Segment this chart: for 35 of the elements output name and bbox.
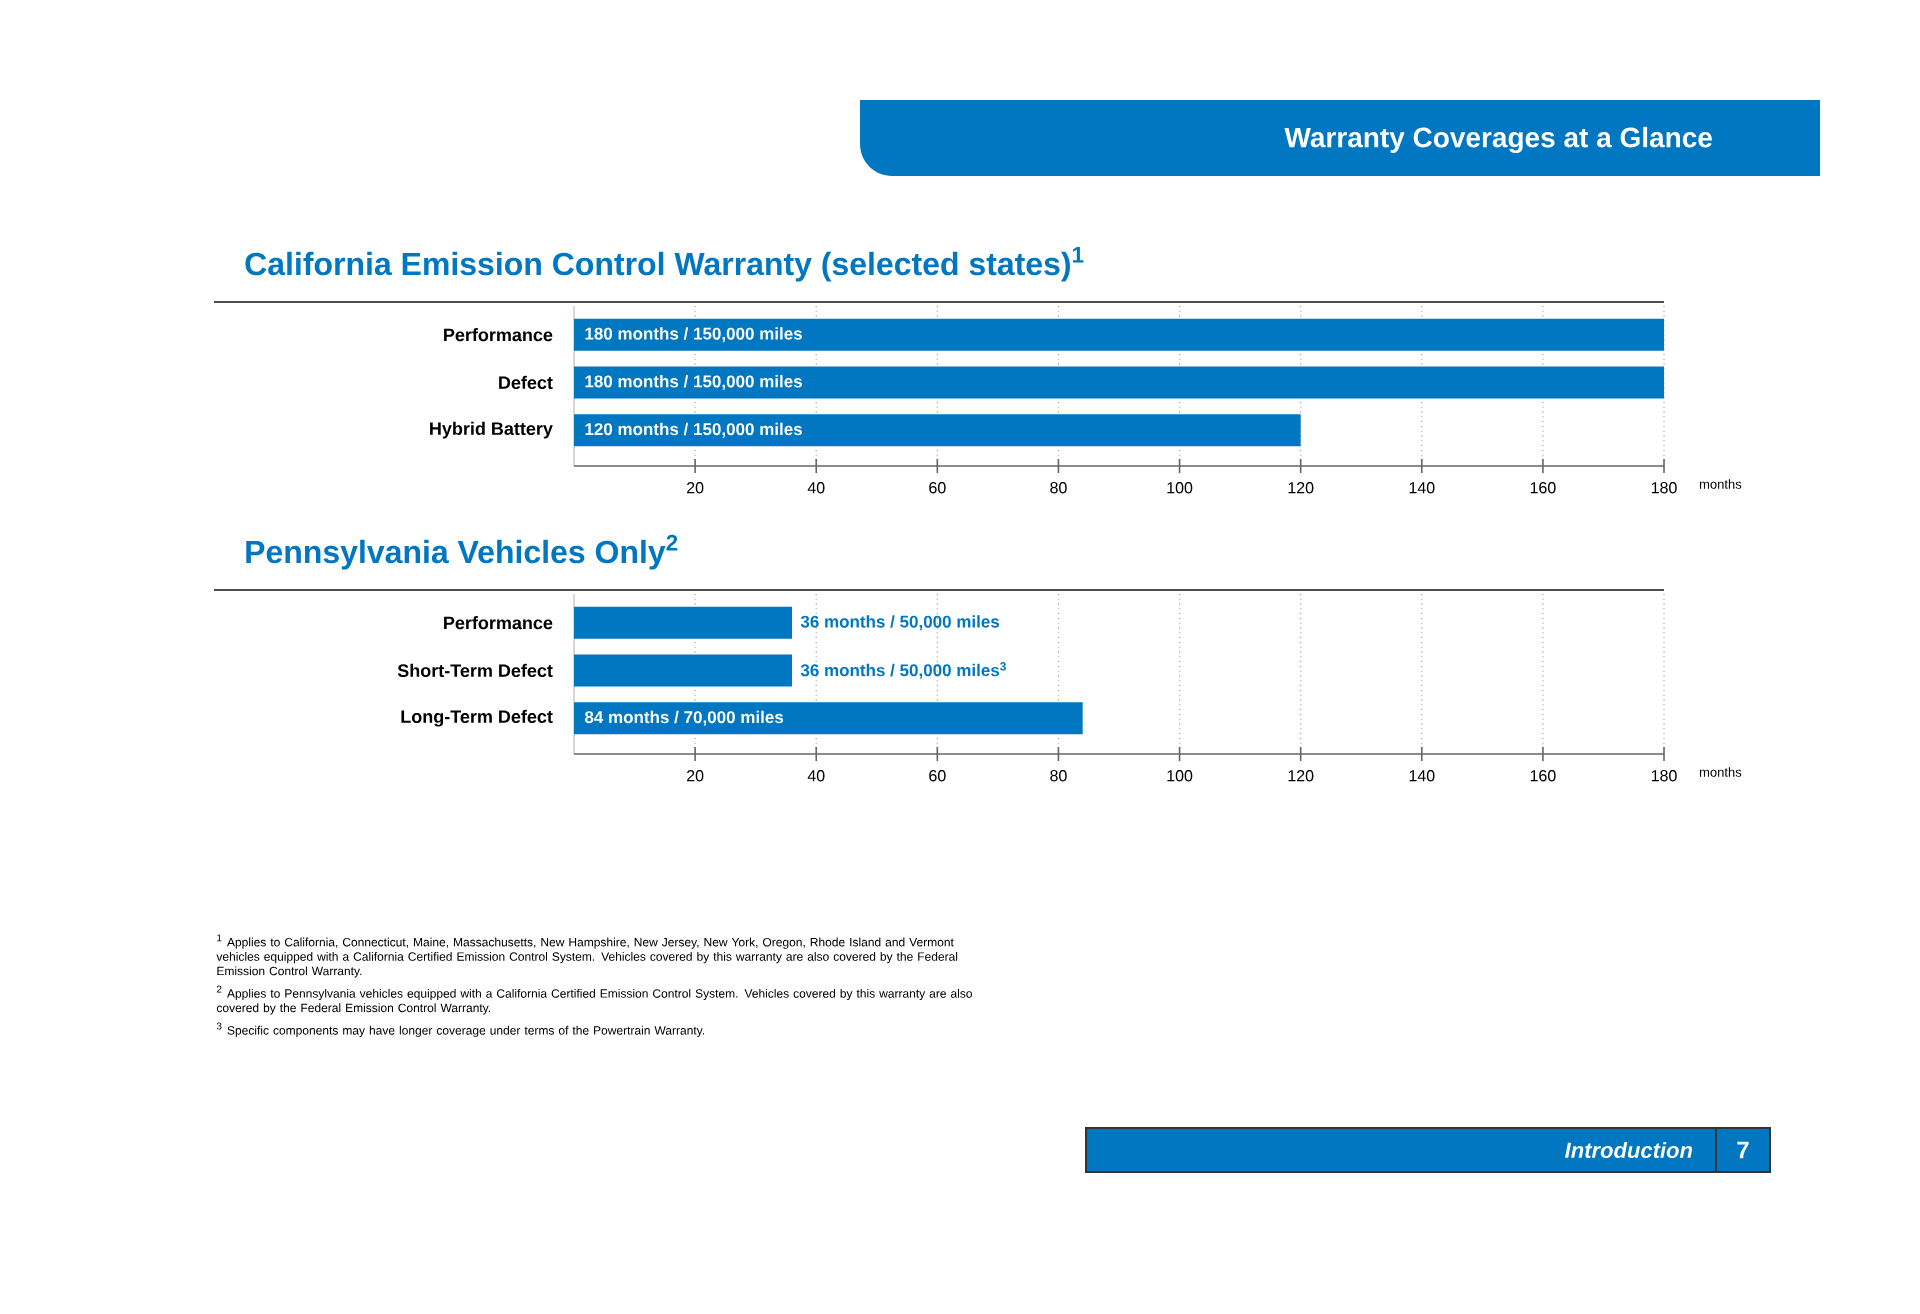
text: Introduction	[1565, 1141, 1693, 1159]
text: 7	[1737, 1141, 1749, 1159]
x-tick-label: 140	[1409, 770, 1435, 782]
x-tick-label: 20	[687, 482, 704, 494]
chart-title: California Emission Control Warranty (selected states)$^{1}$	[245, 247, 1084, 282]
x-tick-label: 40	[807, 770, 825, 782]
x-tick-label: 180	[1651, 482, 1677, 494]
x-tick-label: 140	[1409, 482, 1435, 494]
text: Warranty Coverages at a Glance	[1284, 126, 1712, 154]
y-tick-label: Performance	[444, 328, 553, 342]
x-tick-label: 40	[807, 482, 825, 494]
y-tick-label: Hybrid Battery	[430, 421, 553, 439]
x-tick-label: 80	[1050, 770, 1067, 782]
x-tick-label: 120	[1288, 770, 1314, 782]
x-tick-label: 160	[1530, 770, 1556, 782]
y-tick-label: Performance	[444, 616, 553, 630]
y-tick-label: Short-Term Defect	[397, 663, 553, 678]
x-tick-label: 180	[1651, 770, 1677, 782]
data-label: 36 months / 50,000 miles$^{3}$	[800, 662, 1006, 679]
y-tick-label: Long-Term Defect	[401, 709, 553, 727]
x-tick-label: 100	[1167, 482, 1193, 494]
x-tick-label: 120	[1288, 482, 1314, 494]
x-tick-label: 60	[929, 482, 946, 494]
y-tick-label: Defect	[499, 375, 553, 390]
data-label: 36 months / 50,000 miles	[800, 615, 1000, 631]
data-label: 180 months / 150,000 miles	[585, 327, 802, 343]
data-label: 180 months / 150,000 miles	[585, 374, 802, 390]
data-label: 84 months / 70,000 miles	[584, 710, 784, 726]
x-tick-label: 60	[929, 770, 946, 782]
x-tick-label: 160	[1530, 482, 1556, 494]
chart-title: Pennsylvania Vehicles Only$^{2}$	[246, 534, 678, 570]
data-label: 120 months / 150,000 miles	[585, 422, 802, 438]
x-tick-label: 20	[687, 770, 704, 782]
x-tick-label: 80	[1050, 482, 1067, 494]
x-tick-label: 100	[1167, 770, 1193, 782]
